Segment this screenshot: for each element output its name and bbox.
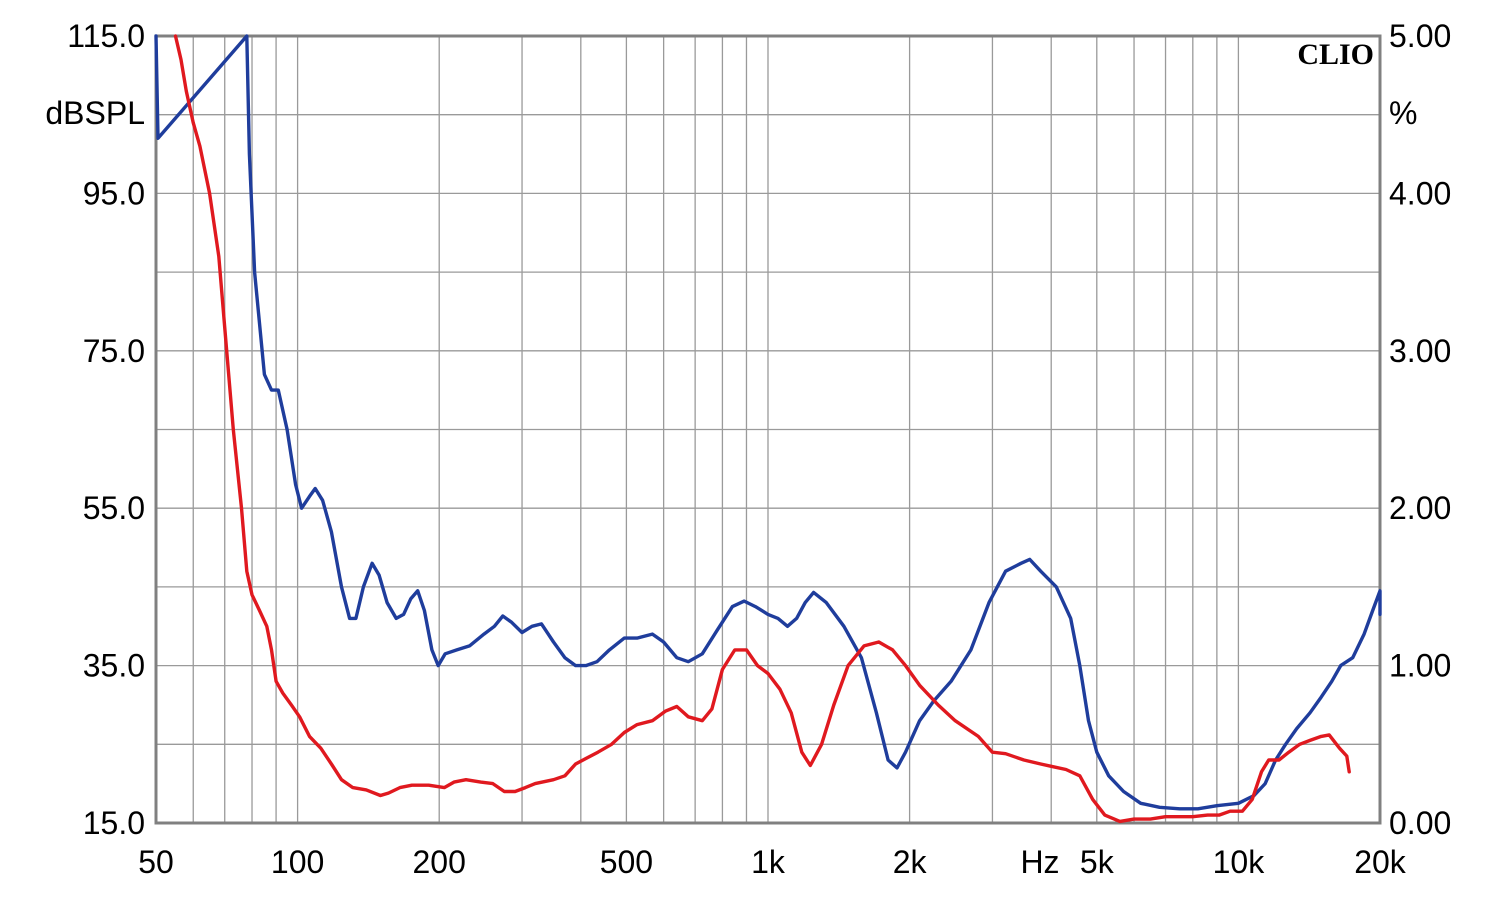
x-unit-label: Hz [1020, 844, 1059, 880]
y-left-tick-label: 55.0 [83, 490, 145, 526]
y-right-tick-label: 4.00 [1389, 175, 1451, 211]
y-right-tick-label: 3.00 [1389, 333, 1451, 369]
y-left-tick-label: 115.0 [67, 18, 145, 54]
series-line-red [173, 34, 1351, 824]
series-line-blue [154, 34, 1382, 811]
y-left-unit-label: dBSPL [45, 95, 145, 131]
y-left-tick-label: 15.0 [83, 805, 145, 841]
series-layer [154, 34, 1382, 824]
grid [156, 36, 1380, 823]
x-tick-label: 200 [413, 844, 466, 880]
y-right-tick-label: 5.00 [1389, 18, 1451, 54]
x-tick-label: 100 [271, 844, 324, 880]
plot-frame [154, 34, 1382, 825]
y-right-tick-label: 0.00 [1389, 805, 1451, 841]
x-tick-label: 5k [1080, 844, 1115, 880]
y-right-tick-label: 1.00 [1389, 648, 1451, 684]
y-left-tick-label: 35.0 [83, 648, 145, 684]
x-tick-label: 2k [893, 844, 928, 880]
axis-labels: dBSPL % Hz CLIO 50 100 200 500 1k 2k 5k 10k 20k 1… [45, 18, 1451, 880]
y-right-tick-label: 2.00 [1389, 490, 1451, 526]
x-tick-label: 20k [1354, 844, 1407, 880]
y-right-unit-label: % [1389, 95, 1417, 131]
y-left-tick-label: 75.0 [83, 333, 145, 369]
x-tick-label: 1k [751, 844, 786, 880]
x-tick-label: 500 [600, 844, 653, 880]
clio-brand-mark: CLIO [1297, 38, 1374, 71]
x-tick-label: 10k [1213, 844, 1266, 880]
x-tick-label: 50 [138, 844, 174, 880]
y-left-tick-label: 95.0 [83, 175, 145, 211]
